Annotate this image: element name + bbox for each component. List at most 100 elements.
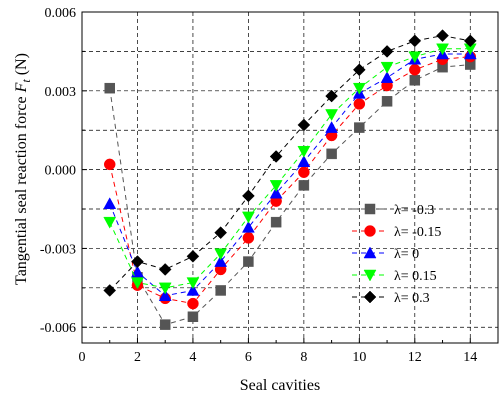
data-point bbox=[186, 283, 200, 296]
x-axis-title: Seal cavities bbox=[240, 377, 320, 394]
y-tick-label: 0.003 bbox=[45, 85, 77, 100]
data-point bbox=[463, 34, 477, 48]
y-tick-label: 0.006 bbox=[45, 6, 77, 21]
data-point bbox=[326, 148, 337, 160]
legend-label: λ= 0.3 bbox=[394, 291, 430, 306]
data-point bbox=[104, 82, 115, 94]
data-point bbox=[325, 89, 338, 103]
legend-marker bbox=[363, 290, 377, 304]
data-point bbox=[158, 263, 172, 276]
x-tick-label: 10 bbox=[352, 350, 366, 365]
y-tick-label: -0.006 bbox=[40, 321, 76, 336]
legend-item: λ= 0.3 bbox=[352, 290, 430, 306]
series-0 bbox=[104, 59, 476, 330]
x-tick-label: 12 bbox=[408, 350, 422, 365]
legend-marker bbox=[363, 269, 377, 282]
data-point bbox=[187, 297, 199, 310]
data-point bbox=[352, 82, 366, 95]
x-tick-label: 0 bbox=[79, 350, 86, 365]
legend-item: λ= 0 bbox=[352, 246, 419, 262]
data-point bbox=[187, 311, 199, 322]
y-axis-title-subscript: t bbox=[19, 79, 33, 83]
data-point bbox=[325, 109, 339, 121]
legend-item: λ= -0.15 bbox=[352, 225, 441, 240]
data-point bbox=[214, 248, 228, 261]
series-line bbox=[109, 48, 471, 289]
grid bbox=[82, 11, 498, 343]
data-point bbox=[408, 34, 422, 48]
data-point bbox=[408, 51, 422, 64]
series-3 bbox=[103, 43, 477, 295]
data-point bbox=[354, 122, 365, 133]
data-point bbox=[352, 63, 366, 77]
data-point bbox=[298, 180, 310, 191]
x-tick-label: 6 bbox=[245, 350, 252, 365]
x-tick-label: 8 bbox=[300, 350, 307, 365]
data-point bbox=[242, 232, 255, 244]
data-point bbox=[269, 150, 283, 163]
data-point bbox=[297, 118, 311, 132]
data-point bbox=[243, 256, 254, 267]
data-point bbox=[214, 226, 228, 240]
data-point bbox=[409, 64, 421, 76]
data-point bbox=[159, 319, 171, 330]
data-point bbox=[158, 289, 172, 301]
x-tick-label: 4 bbox=[189, 350, 196, 365]
data-point bbox=[297, 145, 311, 158]
data-point bbox=[241, 211, 255, 224]
data-point bbox=[436, 43, 449, 56]
data-point bbox=[269, 186, 283, 199]
data-point bbox=[158, 282, 172, 295]
axis-ticks: 0 2 4 6 8 10 12 14 -0.006 -0.003 0.000 0.003 0.006 bbox=[40, 6, 477, 365]
plot-frame bbox=[81, 11, 499, 344]
data-point bbox=[269, 180, 283, 192]
data-point bbox=[131, 255, 144, 268]
data-point bbox=[409, 75, 421, 86]
legend-marker bbox=[364, 203, 376, 215]
y-tick-label: 0.000 bbox=[45, 164, 77, 179]
y-axis-title: Tangential seal reaction force Ft (N) bbox=[13, 53, 33, 285]
data-point bbox=[270, 216, 282, 228]
legend-label: λ= -0.15 bbox=[394, 225, 441, 240]
legend-marker bbox=[363, 246, 377, 259]
data-point bbox=[353, 98, 366, 110]
data-point bbox=[186, 277, 200, 290]
legend-item: λ= 0.15 bbox=[352, 269, 437, 284]
data-point bbox=[297, 155, 311, 167]
legend: λ= -0.3 λ= -0.15 λ= 0 λ= 0.15 λ= 0.3 bbox=[352, 203, 441, 306]
y-axis-title-unit: (N) bbox=[13, 53, 30, 79]
data-point bbox=[103, 197, 117, 210]
series-group bbox=[103, 29, 477, 330]
series-2 bbox=[103, 47, 477, 301]
legend-label: λ= 0.15 bbox=[394, 269, 437, 284]
data-point bbox=[215, 285, 226, 296]
data-point bbox=[380, 71, 394, 83]
series-line bbox=[109, 56, 471, 305]
data-point bbox=[131, 277, 144, 290]
legend-marker bbox=[364, 225, 376, 237]
data-point bbox=[242, 189, 255, 203]
y-axis-title-symbol: F bbox=[13, 82, 30, 93]
y-tick-label: -0.003 bbox=[40, 242, 76, 257]
data-point bbox=[103, 158, 116, 171]
data-point bbox=[241, 220, 255, 233]
legend-label: λ= -0.3 bbox=[394, 203, 434, 218]
data-point bbox=[325, 121, 339, 133]
legend-item: λ= -0.3 bbox=[352, 203, 434, 218]
data-point bbox=[380, 61, 394, 74]
data-point bbox=[214, 255, 228, 267]
y-axis-title-text: Tangential seal reaction force bbox=[13, 96, 30, 285]
data-point bbox=[380, 45, 394, 58]
data-point bbox=[436, 29, 449, 42]
data-point bbox=[186, 249, 200, 263]
x-tick-label: 14 bbox=[463, 350, 477, 365]
x-tick-label: 2 bbox=[134, 350, 141, 365]
series-line bbox=[109, 35, 471, 291]
data-point bbox=[103, 216, 117, 229]
data-point bbox=[381, 96, 393, 107]
data-point bbox=[103, 284, 117, 297]
series-4 bbox=[103, 29, 477, 297]
series-1 bbox=[103, 50, 477, 310]
data-point bbox=[298, 166, 310, 178]
